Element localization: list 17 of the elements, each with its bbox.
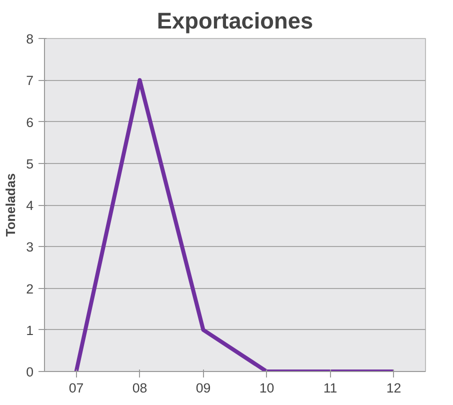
x-tick-label: 10: [259, 380, 274, 396]
y-tick-label: 3: [26, 240, 34, 255]
y-tick-label: 6: [26, 114, 34, 130]
y-tick-label: 7: [26, 73, 34, 88]
y-tick-label: 4: [26, 198, 34, 213]
x-tick-label: 08: [132, 380, 148, 396]
x-tick-label: 09: [196, 380, 211, 396]
y-axis-title: Toneladas: [3, 173, 18, 237]
chart-title: Exportaciones: [156, 8, 314, 34]
y-tick-label: 5: [26, 156, 34, 172]
y-tick-label: 0: [26, 364, 34, 380]
x-tick-label: 11: [323, 380, 338, 396]
y-tick-label: 1: [26, 322, 34, 338]
x-tick-label: 12: [386, 380, 402, 396]
y-tick-label: 2: [26, 281, 34, 296]
y-tick-label: 8: [26, 32, 34, 46]
x-tick-label: 07: [68, 380, 84, 396]
